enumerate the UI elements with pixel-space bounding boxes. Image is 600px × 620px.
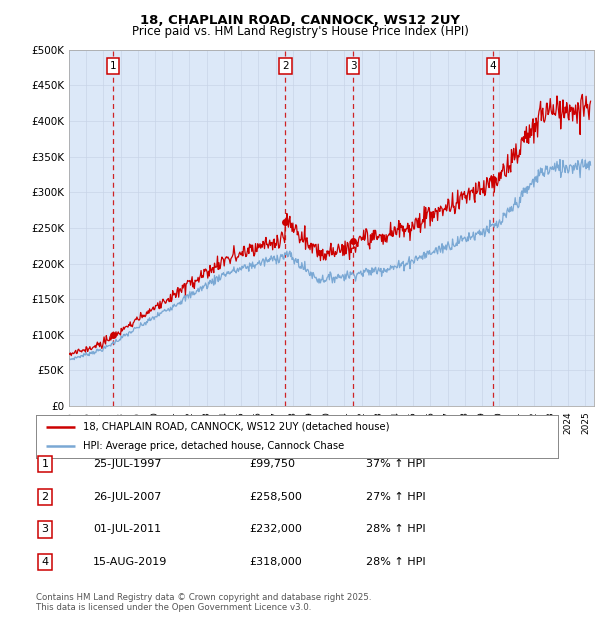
Text: £232,000: £232,000 (249, 525, 302, 534)
Text: HPI: Average price, detached house, Cannock Chase: HPI: Average price, detached house, Cann… (83, 441, 344, 451)
Text: 01-JUL-2011: 01-JUL-2011 (93, 525, 161, 534)
Text: 28% ↑ HPI: 28% ↑ HPI (366, 557, 425, 567)
Text: 18, CHAPLAIN ROAD, CANNOCK, WS12 2UY (detached house): 18, CHAPLAIN ROAD, CANNOCK, WS12 2UY (de… (83, 422, 389, 432)
Text: 15-AUG-2019: 15-AUG-2019 (93, 557, 167, 567)
Text: 2: 2 (41, 492, 49, 502)
Text: 4: 4 (41, 557, 49, 567)
Text: 25-JUL-1997: 25-JUL-1997 (93, 459, 161, 469)
Text: 4: 4 (490, 61, 496, 71)
Text: Price paid vs. HM Land Registry's House Price Index (HPI): Price paid vs. HM Land Registry's House … (131, 25, 469, 38)
Text: £258,500: £258,500 (249, 492, 302, 502)
Text: 3: 3 (41, 525, 49, 534)
Text: 1: 1 (41, 459, 49, 469)
Text: 18, CHAPLAIN ROAD, CANNOCK, WS12 2UY: 18, CHAPLAIN ROAD, CANNOCK, WS12 2UY (140, 14, 460, 27)
Text: Contains HM Land Registry data © Crown copyright and database right 2025.
This d: Contains HM Land Registry data © Crown c… (36, 593, 371, 612)
Text: 1: 1 (110, 61, 116, 71)
Text: £99,750: £99,750 (249, 459, 295, 469)
Text: 28% ↑ HPI: 28% ↑ HPI (366, 525, 425, 534)
Text: £318,000: £318,000 (249, 557, 302, 567)
Text: 2: 2 (282, 61, 289, 71)
Text: 26-JUL-2007: 26-JUL-2007 (93, 492, 161, 502)
Text: 3: 3 (350, 61, 356, 71)
Text: 27% ↑ HPI: 27% ↑ HPI (366, 492, 425, 502)
Text: 37% ↑ HPI: 37% ↑ HPI (366, 459, 425, 469)
